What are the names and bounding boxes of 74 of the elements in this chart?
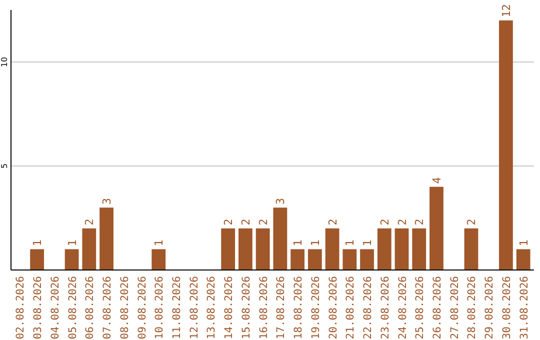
x-tick-label: 23.08.2026 (379, 276, 392, 340)
bar (64, 249, 79, 270)
x-tick-label: 24.08.2026 (396, 276, 409, 340)
x-tick-label: 09.08.2026 (136, 276, 148, 340)
bar (499, 20, 513, 270)
x-tick-label: 26.08.2026 (431, 276, 444, 340)
data-label: 2 (239, 218, 252, 226)
bar (256, 228, 270, 270)
bar (412, 228, 426, 270)
data-label: 2 (222, 218, 236, 226)
data-label: 1 (344, 240, 357, 246)
x-tick-label: 18.08.2026 (292, 276, 305, 340)
data-label: 2 (396, 218, 409, 226)
x-tick-label: 12.08.2026 (188, 276, 200, 340)
y-tick-label: 10 (0, 56, 9, 68)
data-label: 1 (31, 240, 44, 246)
bar (394, 228, 409, 270)
bar (30, 249, 44, 270)
data-label: 1 (361, 240, 374, 246)
bar (238, 228, 252, 270)
data-label: 2 (326, 218, 340, 226)
x-tick-label: 21.08.2026 (344, 276, 357, 340)
data-label: 3 (274, 198, 288, 205)
x-tick-label: 19.08.2026 (310, 276, 322, 340)
bar (82, 228, 96, 270)
x-tick-label: 20.08.2026 (327, 276, 340, 340)
data-label: 4 (430, 176, 444, 184)
bar (152, 249, 166, 270)
x-tick-label: 16.08.2026 (258, 276, 270, 340)
data-label: 12 (500, 4, 513, 18)
x-tick-label: 02.08.2026 (14, 276, 27, 340)
x-tick-label: 03.08.2026 (32, 276, 44, 340)
x-tick-label: 08.08.2026 (118, 276, 131, 340)
x-tick-label: 04.08.2026 (49, 276, 62, 340)
x-tick-label: 28.08.2026 (466, 276, 478, 340)
bar (100, 208, 114, 270)
bar (464, 228, 478, 270)
x-tick-label: 10.08.2026 (154, 276, 166, 340)
x-tick-label: 14.08.2026 (223, 276, 236, 340)
x-tick-label: 15.08.2026 (240, 276, 252, 340)
data-label: 1 (308, 240, 322, 246)
x-tick-label: 29.08.2026 (484, 276, 496, 340)
x-tick-label: 13.08.2026 (206, 276, 218, 340)
data-label: 2 (413, 218, 426, 226)
data-label: 1 (517, 240, 530, 246)
x-tick-label: 25.08.2026 (414, 276, 426, 340)
data-label: 1 (292, 240, 305, 246)
data-label: 2 (83, 218, 96, 226)
bar (308, 249, 322, 270)
data-label: 2 (465, 218, 478, 226)
data-label: 1 (152, 240, 166, 246)
bar (360, 249, 374, 270)
bar (342, 249, 357, 270)
x-tick-label: 11.08.2026 (170, 276, 183, 340)
bar (221, 228, 236, 270)
x-tick-label: 31.08.2026 (518, 276, 530, 340)
data-label: 1 (66, 240, 79, 246)
bar (377, 228, 392, 270)
data-label: 2 (378, 218, 392, 226)
bar (516, 249, 530, 270)
bar (290, 249, 304, 270)
x-tick-label: 22.08.2026 (362, 276, 374, 340)
bar (430, 186, 444, 270)
y-tick-label: 5 (0, 163, 9, 169)
x-tick-label: 05.08.2026 (66, 276, 79, 340)
data-label: 2 (256, 218, 270, 226)
data-label: 3 (100, 198, 114, 205)
x-tick-label: 06.08.2026 (84, 276, 96, 340)
bar (325, 228, 340, 270)
x-tick-label: 30.08.2026 (500, 276, 513, 340)
x-tick-label: 17.08.2026 (275, 276, 288, 340)
x-tick-label: 07.08.2026 (102, 276, 114, 340)
x-tick-label: 27.08.2026 (448, 276, 461, 340)
bar (273, 208, 288, 270)
